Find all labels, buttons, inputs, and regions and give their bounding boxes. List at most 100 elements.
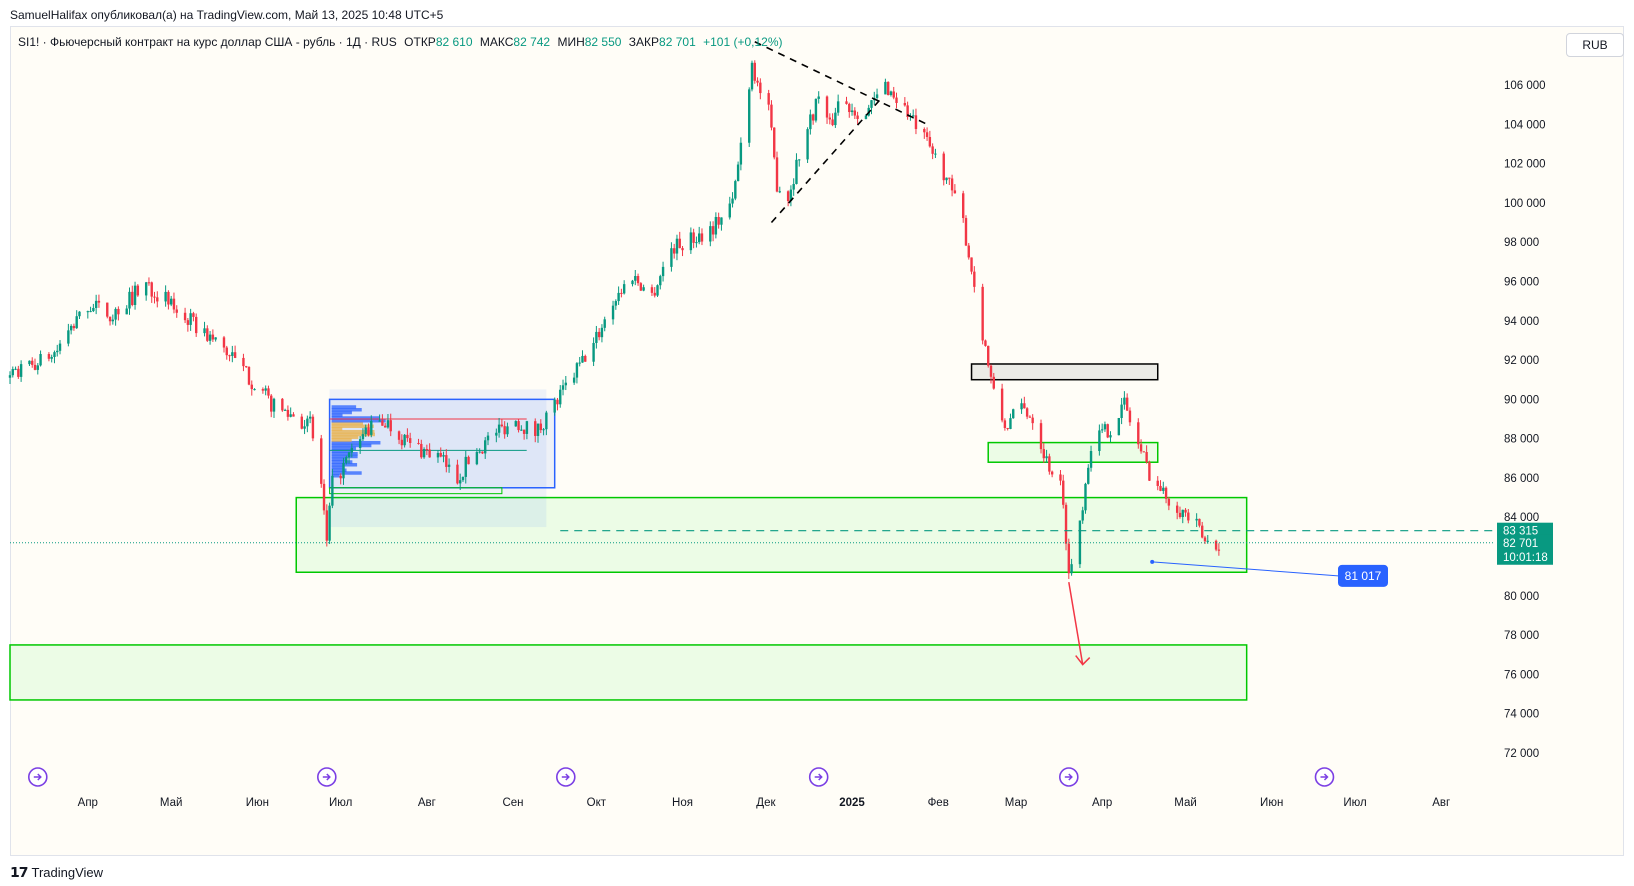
volume-profile-bar [331, 413, 343, 417]
candle-body [964, 218, 968, 246]
candle-body [636, 276, 640, 284]
y-tick-label: 92 000 [1504, 355, 1539, 367]
candle-body [164, 291, 167, 302]
candle-body [1100, 429, 1104, 431]
currency-button[interactable]: RUB [1566, 33, 1624, 57]
candle-body [425, 449, 429, 451]
volume-profile-bar [331, 468, 347, 473]
candle-body [689, 232, 693, 251]
last-price-tag [1497, 534, 1553, 565]
candle-body [634, 276, 637, 281]
candle-body [903, 102, 907, 106]
candle-body [981, 286, 984, 341]
candle-body [1167, 498, 1171, 506]
legend-symbol: SI1! · Фьючерсный контракт на курс долла… [18, 35, 397, 49]
candle-body [94, 300, 98, 308]
volume-profile-bar [331, 421, 363, 426]
candle-body [759, 82, 762, 94]
candle-body [709, 226, 712, 242]
candle-body [147, 282, 151, 284]
event-arrow-icon [1064, 773, 1073, 781]
y-tick-label: 72 000 [1504, 748, 1539, 760]
candle-body [1067, 543, 1071, 574]
candle-body [1162, 487, 1165, 491]
candle-body [989, 365, 993, 377]
candle-body [300, 416, 303, 429]
candle-body [828, 117, 832, 120]
candle-body [156, 297, 159, 302]
candle-body [108, 316, 112, 322]
candle-body [153, 296, 156, 298]
chart-frame[interactable] [10, 26, 1624, 856]
candle-body [397, 431, 401, 440]
candle-body [773, 127, 776, 158]
y-tick-label: 86 000 [1504, 473, 1539, 485]
y-tick-label: 76 000 [1504, 669, 1539, 681]
legend-change: +101 (+0,12%) [703, 35, 783, 49]
candle-body [167, 291, 170, 305]
candle-body [169, 298, 173, 305]
candle-body [845, 101, 848, 104]
candle-body [247, 366, 251, 385]
candle-body [1120, 404, 1123, 419]
candle-body [442, 455, 445, 457]
candle-body [692, 232, 695, 243]
candle-body [681, 248, 684, 251]
candle-body [106, 302, 109, 317]
candle-body [678, 238, 681, 249]
candle-body [72, 325, 76, 329]
volume-profile-bar [331, 460, 353, 464]
candle-body [739, 142, 743, 165]
candle-body [131, 291, 134, 306]
candle-body [403, 434, 406, 446]
candle-body [264, 388, 267, 391]
x-tick-label: Фев [928, 797, 949, 809]
candle-body [111, 319, 115, 322]
candle-body [836, 101, 840, 113]
candle-body [150, 282, 153, 297]
candle-body [675, 238, 679, 254]
candle-body [795, 159, 798, 184]
candle-body [572, 377, 576, 383]
candle-body [992, 376, 995, 389]
candle-body [1178, 512, 1182, 518]
candle-body [386, 420, 390, 428]
volume-profile-bar [331, 424, 374, 429]
candle-body [136, 285, 140, 296]
candle-body [225, 347, 228, 356]
candle-body [603, 319, 606, 328]
volume-profile-bar [331, 416, 380, 420]
candle-body [36, 365, 39, 370]
candle-body [973, 271, 976, 287]
candle-body [1159, 485, 1162, 491]
alert-label-text: 81 017 [1345, 569, 1382, 583]
candle-body [717, 216, 720, 225]
volume-profile-bar [331, 465, 345, 470]
candle-body [467, 456, 470, 465]
candle-body [78, 311, 81, 317]
candle-body [1070, 564, 1073, 574]
volume-profile-bar [331, 446, 357, 451]
candle-body [14, 368, 17, 370]
legend-low-label: МИН [557, 35, 585, 49]
candle-body [522, 429, 526, 434]
candle-body [342, 462, 345, 479]
chart-legend: SI1! · Фьючерсный контракт на курс долла… [18, 35, 782, 49]
candle-body [1164, 487, 1168, 499]
candle-body [875, 94, 879, 98]
candle-body [659, 276, 662, 286]
candle-body [461, 476, 465, 481]
candle-body [322, 483, 326, 511]
candle-body [622, 284, 626, 294]
candle-body [1039, 423, 1043, 450]
candle-body [222, 337, 226, 348]
candle-body [428, 449, 431, 458]
candle-body [559, 389, 562, 405]
x-tick-label: Мар [1005, 797, 1028, 809]
tradingview-logo[interactable]: 𝟭𝟳 TradingView [10, 864, 103, 881]
volume-profile-bar [331, 474, 340, 478]
candle-body [1145, 452, 1148, 463]
candle-body [233, 352, 237, 358]
candle-body [370, 420, 373, 435]
